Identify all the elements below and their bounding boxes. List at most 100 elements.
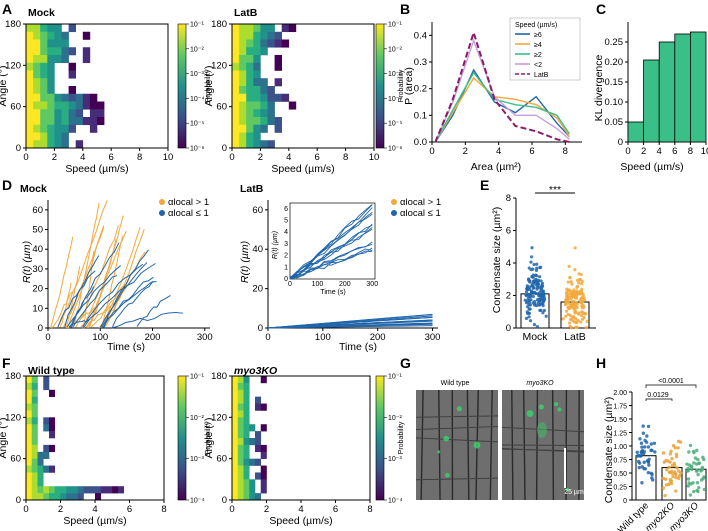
heatmap-cell xyxy=(243,424,250,432)
heatmap-cell xyxy=(239,31,247,40)
panel-letter-f: F xyxy=(2,355,11,371)
x-tick-label: 300 xyxy=(197,332,213,343)
data-point xyxy=(691,481,695,485)
colorbar-a2-ticks: 10⁻¹ 10⁻² 10⁻³ 10⁻⁴ 10⁻⁵ 10⁻⁶ xyxy=(384,22,403,153)
heatmap-cell xyxy=(26,410,33,418)
data-point xyxy=(533,302,537,306)
heatmap-cell xyxy=(31,451,38,459)
heatmap-cell xyxy=(47,86,55,95)
data-point xyxy=(646,424,651,429)
x-tick-label: 2 xyxy=(463,146,468,157)
y-tick-label: 0.25 xyxy=(613,485,627,492)
heatmap-cell xyxy=(40,55,48,64)
data-point xyxy=(542,308,547,313)
heatmap-cell xyxy=(54,101,62,110)
chart-e-significance: *** xyxy=(549,184,561,196)
data-point xyxy=(642,460,646,465)
data-point xyxy=(573,268,577,272)
data-point xyxy=(639,441,644,445)
heatmap-wildtype-title: Wild type xyxy=(28,365,75,377)
y-tick-label: 0 xyxy=(618,137,623,148)
data-point xyxy=(643,467,647,471)
micrograph-wildtype xyxy=(415,389,499,501)
data-point xyxy=(664,483,669,487)
data-point xyxy=(650,472,654,477)
colorbar-tick-label: 10⁻³ xyxy=(190,71,204,78)
heatmap-cell xyxy=(267,101,275,110)
heatmap-cell xyxy=(61,140,69,149)
data-point xyxy=(670,469,674,473)
panel-letter-g: G xyxy=(400,355,411,371)
heatmap-cell xyxy=(26,78,34,87)
series-line-1 xyxy=(434,76,571,143)
heatmap-cell xyxy=(243,376,250,384)
data-point xyxy=(569,292,574,296)
cell-wall-horizontal xyxy=(415,425,499,430)
y-tick-label: 0.25 xyxy=(605,37,624,48)
trajectory-subdiffusive xyxy=(101,281,157,328)
data-point xyxy=(640,445,644,449)
trajectory-superdiffusive xyxy=(59,282,72,328)
heatmap-cell xyxy=(260,31,268,40)
fluorescent-condensate xyxy=(554,402,559,407)
trajectory-superdiffusive xyxy=(51,291,73,329)
data-point xyxy=(579,296,583,300)
heatmap-cell xyxy=(33,101,41,110)
heatmap-cell xyxy=(75,101,84,110)
heatmap-cell xyxy=(112,486,119,494)
heatmap-ylabel: Angle (°) xyxy=(0,66,9,107)
data-point xyxy=(667,465,671,469)
data-point xyxy=(568,275,572,280)
data-point xyxy=(574,293,578,297)
heatmap-cell xyxy=(33,78,41,87)
heatmap-cell xyxy=(47,39,55,48)
colorbar-a1 xyxy=(177,23,187,149)
heatmap-cell xyxy=(267,39,275,48)
data-point xyxy=(566,306,570,310)
heatmap-cell xyxy=(253,109,261,118)
bar-chart-kl: 024681000.050.100.150.200.25 xyxy=(605,22,708,157)
heatmap-cell xyxy=(26,101,34,110)
heatmap-cell xyxy=(274,31,282,40)
trajectory-plot-mock: 0 100 200 300 0 10 20 30 40 50 60 xyxy=(32,200,213,343)
inset-y-tick: 4 xyxy=(284,229,288,236)
cell-wall-horizontal xyxy=(415,477,499,481)
data-point xyxy=(539,308,543,312)
data-point xyxy=(646,445,651,449)
heatmap-cell xyxy=(232,444,239,453)
heatmap-cell xyxy=(237,486,244,494)
heatmap-cell xyxy=(232,458,239,466)
x-tick-label: 4 xyxy=(657,146,662,157)
chart-h-pvalue-1: <0.0001 xyxy=(658,378,684,385)
heatmap-cell xyxy=(253,39,261,48)
data-point xyxy=(541,291,546,295)
heatmap-cell xyxy=(237,424,244,432)
heatmap-cell xyxy=(239,93,247,102)
x-tick-label: 6 xyxy=(333,504,338,515)
y-tick-label: 60 xyxy=(216,454,227,465)
data-point xyxy=(532,262,536,267)
inset-xlabel: Time (s) xyxy=(320,289,345,296)
trajectory-superdiffusive xyxy=(65,266,81,329)
data-point xyxy=(568,324,572,328)
y-tick-label: 0 xyxy=(16,495,21,506)
inset-y-tick: 2 xyxy=(284,253,288,260)
data-point xyxy=(686,477,691,481)
heatmap-cell xyxy=(232,124,240,133)
heatmap-cell xyxy=(232,78,240,87)
fluorescent-condensate xyxy=(473,441,481,449)
data-point xyxy=(651,478,655,482)
chart-c-ylabel: KL divergence xyxy=(593,54,605,121)
heatmap-cell xyxy=(61,55,69,64)
heatmap-cell xyxy=(239,86,247,95)
pvalue-bracket-inner xyxy=(645,398,673,401)
heatmap-cell xyxy=(40,93,48,102)
trajectory-subdiffusive xyxy=(111,280,154,329)
heatmap-cell xyxy=(267,31,275,40)
heatmap-cell xyxy=(26,472,33,480)
legend-label: ≥4 xyxy=(534,42,542,49)
x-tick-label: 2 xyxy=(641,146,646,157)
heatmap-cell xyxy=(97,117,105,126)
heatmap-cell xyxy=(288,24,297,33)
